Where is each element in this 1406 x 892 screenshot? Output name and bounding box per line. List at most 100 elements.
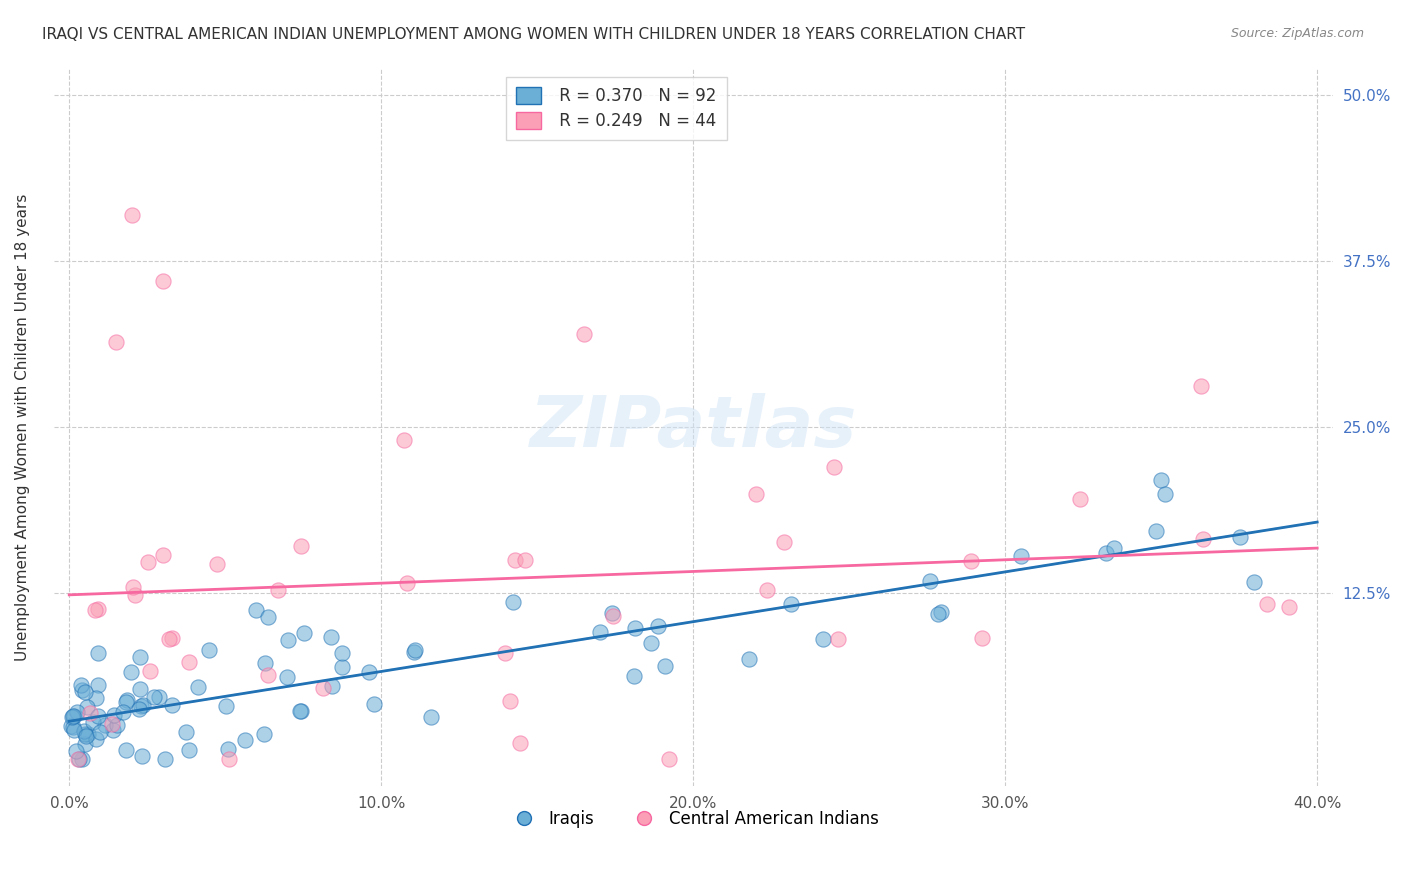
Point xyxy=(499,694,522,708)
Point xyxy=(396,576,419,591)
Point xyxy=(404,643,426,657)
Point xyxy=(290,540,312,554)
Point xyxy=(1189,378,1212,392)
Point xyxy=(494,647,516,661)
Point xyxy=(737,652,759,666)
Point xyxy=(121,580,143,594)
Point xyxy=(63,723,86,737)
Point xyxy=(654,659,676,673)
Point xyxy=(503,553,526,567)
Point xyxy=(330,646,353,660)
Point xyxy=(148,690,170,705)
Point xyxy=(572,327,595,342)
Point xyxy=(1191,532,1213,546)
Point xyxy=(152,274,174,288)
Point xyxy=(87,709,110,723)
Point xyxy=(63,708,86,723)
Point xyxy=(62,708,84,723)
Point xyxy=(73,724,96,739)
Point xyxy=(76,727,98,741)
Point xyxy=(1010,549,1032,563)
Point xyxy=(76,700,98,714)
Point xyxy=(59,719,82,733)
Point xyxy=(773,534,796,549)
Point xyxy=(257,610,280,624)
Point xyxy=(509,736,531,750)
Point xyxy=(86,678,108,692)
Point xyxy=(744,486,766,500)
Point xyxy=(920,574,942,589)
Point xyxy=(129,682,152,697)
Point xyxy=(114,695,136,709)
Point xyxy=(755,582,778,597)
Point xyxy=(103,723,125,738)
Point xyxy=(321,679,343,693)
Point xyxy=(970,632,993,646)
Point xyxy=(927,607,949,621)
Point xyxy=(245,602,267,616)
Point xyxy=(266,582,288,597)
Point xyxy=(75,685,97,699)
Point xyxy=(623,669,645,683)
Point xyxy=(142,690,165,704)
Y-axis label: Unemployment Among Women with Children Under 18 years: Unemployment Among Women with Children U… xyxy=(15,194,30,661)
Point xyxy=(94,718,117,732)
Point xyxy=(73,727,96,741)
Text: ZIPatlas: ZIPatlas xyxy=(530,392,856,462)
Legend: Iraqis, Central American Indians: Iraqis, Central American Indians xyxy=(501,804,886,835)
Point xyxy=(187,680,209,694)
Point xyxy=(129,698,152,713)
Point xyxy=(86,646,108,660)
Point xyxy=(129,649,152,664)
Point xyxy=(931,605,953,619)
Point xyxy=(319,630,342,644)
Point xyxy=(62,720,84,734)
Point xyxy=(82,715,104,730)
Text: Source: ZipAtlas.com: Source: ZipAtlas.com xyxy=(1230,27,1364,40)
Point xyxy=(276,670,298,684)
Point xyxy=(67,752,90,766)
Point xyxy=(1256,597,1278,611)
Point xyxy=(253,727,276,741)
Point xyxy=(1144,524,1167,539)
Point xyxy=(623,621,645,635)
Point xyxy=(404,645,426,659)
Point xyxy=(600,606,623,620)
Point xyxy=(215,698,238,713)
Point xyxy=(111,706,134,720)
Point xyxy=(658,752,681,766)
Point xyxy=(66,706,89,720)
Point xyxy=(1278,600,1301,615)
Point xyxy=(312,681,335,696)
Point xyxy=(152,548,174,562)
Point xyxy=(827,632,849,647)
Point xyxy=(197,642,219,657)
Point xyxy=(640,636,662,650)
Point xyxy=(128,702,150,716)
Point xyxy=(602,608,624,623)
Point xyxy=(103,708,125,723)
Point xyxy=(67,752,90,766)
Point xyxy=(179,655,201,669)
Point xyxy=(104,334,127,349)
Point xyxy=(217,742,239,756)
Point xyxy=(115,693,138,707)
Point xyxy=(60,710,83,724)
Point xyxy=(105,718,128,732)
Point xyxy=(79,706,101,720)
Point xyxy=(136,555,159,569)
Point xyxy=(157,632,180,647)
Point xyxy=(363,698,385,712)
Point xyxy=(101,717,124,731)
Text: IRAQI VS CENTRAL AMERICAN INDIAN UNEMPLOYMENT AMONG WOMEN WITH CHILDREN UNDER 18: IRAQI VS CENTRAL AMERICAN INDIAN UNEMPLO… xyxy=(42,27,1025,42)
Point xyxy=(359,665,381,680)
Point xyxy=(132,698,155,713)
Point xyxy=(84,731,107,746)
Point xyxy=(124,589,146,603)
Point xyxy=(257,667,280,681)
Point xyxy=(155,752,177,766)
Point xyxy=(75,729,97,743)
Point xyxy=(207,558,229,572)
Point xyxy=(65,744,87,758)
Point xyxy=(502,595,524,609)
